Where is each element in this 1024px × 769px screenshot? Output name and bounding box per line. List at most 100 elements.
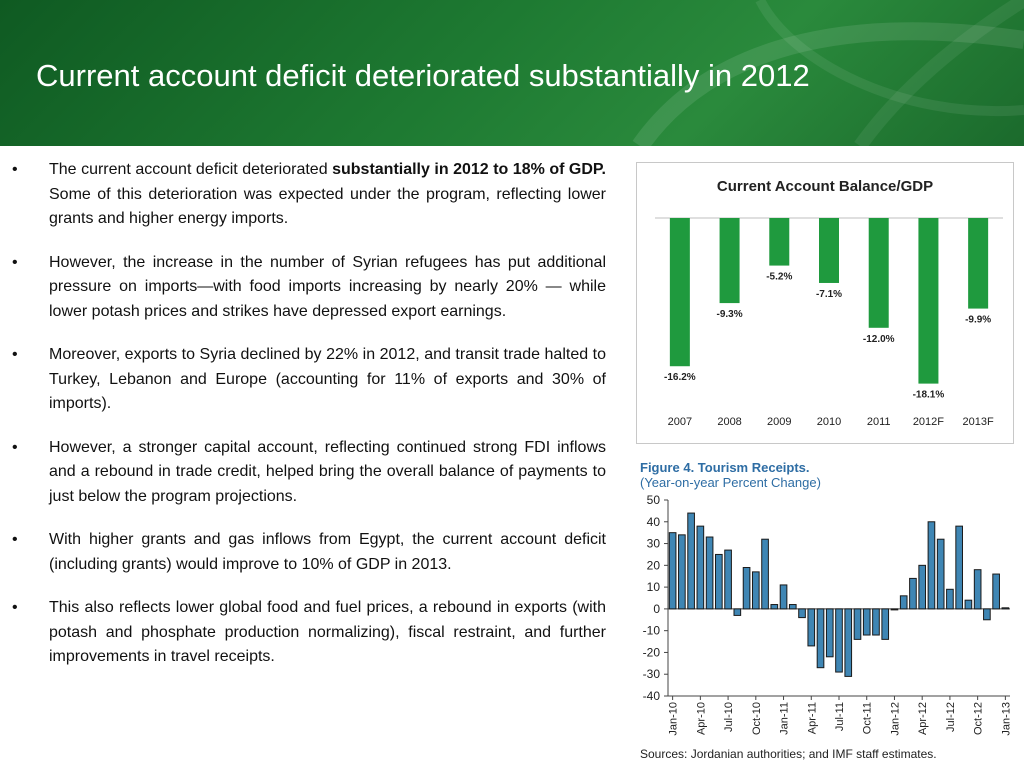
bar: [955, 525, 963, 610]
slide-header: Current account deficit deteriorated sub…: [0, 0, 1024, 146]
bar: [968, 218, 989, 309]
data-label: -7.1%: [816, 289, 842, 300]
x-tick-label: Jan-13: [1000, 702, 1012, 736]
bar: [669, 218, 690, 367]
bullet-marker: •: [12, 346, 18, 363]
x-tick-label: Jul-12: [945, 702, 957, 732]
bar: [719, 218, 740, 304]
x-tick-label: Jul-10: [723, 702, 735, 732]
bar: [715, 553, 723, 610]
figure-subtitle: (Year-on-year Percent Change): [640, 475, 821, 490]
bar: [779, 584, 788, 610]
x-tick-label: Oct-10: [751, 702, 763, 735]
y-tick-label: 50: [647, 493, 661, 507]
bullet-marker: •: [12, 531, 18, 548]
bar: [946, 588, 954, 610]
bar: [798, 608, 806, 619]
bar: [936, 538, 945, 610]
source-note: Sources: Jordanian authorities; and IMF …: [640, 747, 937, 761]
bar: [751, 571, 760, 610]
bullet-item: • This also reflects lower global food an…: [12, 596, 606, 670]
data-label: -12.0%: [863, 334, 895, 345]
slide-title: Current account deficit deteriorated sub…: [36, 58, 810, 93]
bullet-item: • However, the increase in the number of …: [12, 251, 606, 325]
bar: [992, 573, 1000, 610]
y-tick-label: 10: [647, 580, 661, 594]
bullet-item: • However, a stronger capital account, re…: [12, 436, 606, 510]
data-label: -9.3%: [717, 309, 743, 320]
bar: [687, 512, 695, 610]
x-tick-label: 2007: [668, 416, 692, 428]
bullet-list: • The current account deficit deteriorate…: [12, 158, 606, 689]
bar: [899, 595, 908, 610]
y-tick-label: -10: [643, 624, 661, 638]
data-label: -9.9%: [965, 315, 991, 326]
x-tick-label: Oct-11: [862, 702, 874, 734]
x-tick-label: Jan-10: [668, 702, 680, 736]
x-tick-label: 2012F: [913, 416, 944, 428]
bar: [733, 608, 742, 616]
bar: [825, 608, 834, 658]
y-tick-label: -30: [643, 667, 661, 681]
tourism-receipts-chart: Figure 4. Tourism Receipts. (Year-on-year…: [636, 456, 1022, 764]
y-tick-label: 40: [647, 515, 661, 529]
x-tick-label: Oct-12: [973, 702, 985, 735]
bar: [881, 608, 890, 640]
bar: [724, 549, 732, 610]
x-tick-label: Jan-11: [779, 702, 791, 735]
data-label: -18.1%: [913, 390, 945, 401]
bar: [853, 608, 862, 640]
tourism-receipts-chart-svg: Figure 4. Tourism Receipts.(Year-on-year…: [640, 460, 1012, 761]
bar: [868, 218, 889, 328]
current-account-chart: Current Account Balance/GDP -16.2% 2007 -9.…: [636, 162, 1014, 444]
bar: [770, 604, 779, 610]
bullet-item: • Moreover, exports to Syria declined by …: [12, 343, 606, 417]
bar: [909, 577, 917, 610]
bar: [742, 567, 751, 610]
bar: [918, 218, 939, 384]
bar: [964, 599, 973, 610]
chart-title: Current Account Balance/GDP: [717, 178, 933, 195]
x-tick-label: 2011: [867, 416, 891, 428]
y-tick-label: -20: [643, 645, 661, 659]
data-label: -5.2%: [766, 272, 792, 283]
bullet-text: The current account deficit deteriorated: [49, 161, 333, 178]
bar: [872, 608, 880, 636]
bullet-text: With higher grants and gas inflows from …: [49, 531, 606, 573]
bar: [678, 534, 686, 610]
x-tick-label: 2009: [767, 416, 791, 428]
bullet-text: Moreover, exports to Syria declined by 2…: [49, 346, 606, 412]
bar: [696, 525, 705, 610]
bar: [862, 608, 871, 636]
bar: [844, 608, 853, 677]
x-tick-label: Apr-10: [695, 702, 707, 735]
header-swirl-decoration: [632, 0, 1024, 146]
bullet-marker: •: [12, 161, 18, 178]
bar: [1001, 607, 1010, 610]
bar: [807, 608, 816, 647]
bar: [890, 608, 899, 611]
bar: [761, 538, 769, 610]
bar: [973, 569, 982, 610]
y-tick-label: 30: [647, 537, 661, 551]
bar: [788, 604, 797, 610]
bullet-text: This also reflects lower global food and…: [49, 599, 606, 665]
bullet-item: • The current account deficit deteriorate…: [12, 158, 606, 232]
data-label: -16.2%: [664, 372, 696, 383]
bullet-marker: •: [12, 438, 18, 456]
x-tick-label: Jul-11: [834, 702, 846, 731]
figure-title: Figure 4. Tourism Receipts.: [640, 460, 810, 475]
x-tick-label: 2013F: [963, 416, 994, 428]
bar: [816, 608, 825, 669]
bullet-item: • With higher grants and gas inflows from…: [12, 528, 606, 577]
bar: [918, 564, 927, 610]
x-tick-label: Apr-11: [806, 702, 818, 734]
x-tick-label: Apr-12: [917, 702, 929, 735]
y-tick-label: 0: [653, 602, 660, 616]
x-tick-label: 2008: [717, 416, 741, 428]
bullet-marker: •: [12, 253, 18, 271]
bullet-text: However, a stronger capital account, ref…: [49, 438, 606, 505]
bar: [705, 536, 714, 610]
bullet-text: However, the increase in the number of S…: [49, 253, 606, 320]
x-tick-label: 2010: [817, 416, 841, 428]
